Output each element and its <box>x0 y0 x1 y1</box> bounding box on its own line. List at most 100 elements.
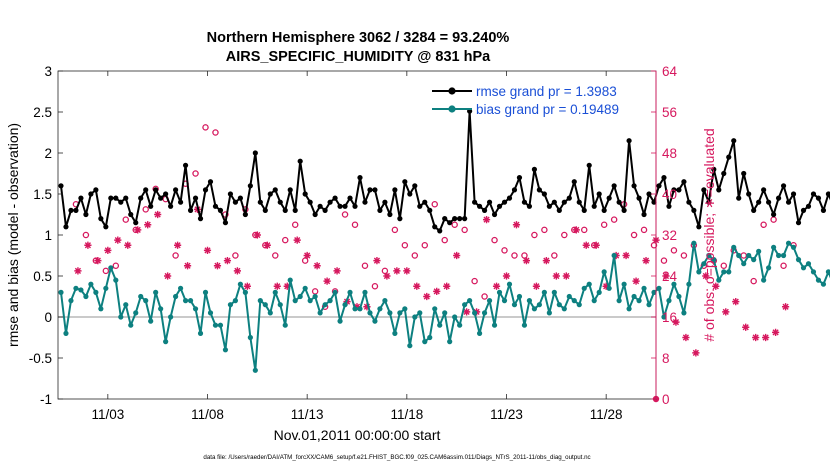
bias-point <box>257 298 263 304</box>
rmse-point <box>63 224 69 230</box>
bias-point <box>531 306 538 312</box>
rmse-point <box>736 195 742 201</box>
rmse-point <box>501 199 508 205</box>
bias-series <box>58 240 830 373</box>
obs-possible-point <box>232 252 239 259</box>
obs-possible-point <box>580 226 588 234</box>
bias-point <box>302 285 308 291</box>
bias-point <box>78 287 84 293</box>
bias-point <box>472 310 478 316</box>
rmse-point <box>636 195 642 201</box>
obs-possible-point <box>531 231 538 239</box>
bias-point <box>571 298 577 304</box>
bias-point <box>317 310 323 316</box>
obs-possible-point <box>491 236 498 244</box>
bias-point <box>417 310 423 316</box>
rmse-point <box>766 199 772 205</box>
obs-evaluated-point <box>223 257 232 265</box>
rmse-point <box>192 195 199 201</box>
rmse-point <box>761 187 767 193</box>
rmse-point <box>277 199 283 205</box>
obs-evaluated-point <box>164 272 172 280</box>
obs-evaluated-point <box>453 251 461 260</box>
bias-point <box>691 240 697 246</box>
rmse-point <box>173 187 179 193</box>
rmse-point <box>491 211 498 218</box>
rmse-point <box>546 203 552 209</box>
bias-point <box>701 261 707 267</box>
rmse-point <box>297 158 303 164</box>
rmse-point <box>262 207 268 213</box>
x-tick-label: 11/03 <box>91 407 124 422</box>
obs-evaluated-point <box>263 241 271 249</box>
obs-possible-point <box>780 262 787 269</box>
rmse-point <box>671 187 677 193</box>
obs-evaluated-point <box>233 267 241 275</box>
bias-point <box>696 269 702 275</box>
rmse-point <box>716 187 722 193</box>
bias-point <box>576 302 582 308</box>
rmse-point <box>686 199 692 205</box>
rmse-point <box>342 203 348 209</box>
rmse-point <box>731 138 737 144</box>
rmse-point <box>631 183 637 189</box>
rmse-point <box>163 191 169 197</box>
rmse-point <box>646 191 652 197</box>
bias-point <box>93 289 99 295</box>
obs-evaluated-point <box>682 333 690 342</box>
rmse-point <box>726 154 732 160</box>
obs-evaluated-point <box>124 241 132 249</box>
obs-possible-point <box>122 216 130 223</box>
rmse-point <box>113 195 119 201</box>
rmse-point <box>327 199 333 205</box>
bias-point <box>168 314 174 320</box>
bias-point <box>437 322 443 328</box>
rmse-point <box>212 203 219 209</box>
x-tick-label: 11/18 <box>390 407 423 422</box>
obs-evaluated-point <box>403 267 411 275</box>
chart-title: Northern Hemisphere 3062 / 3284 = 93.240… <box>207 30 510 46</box>
bias-point <box>232 298 239 304</box>
bias-point <box>746 252 752 259</box>
obs-evaluated-point <box>313 262 321 270</box>
chart-subtitle: AIRS_SPECIFIC_HUMIDITY @ 831 hPa <box>226 49 491 65</box>
y2-tick-label: 56 <box>662 105 677 120</box>
obs-possible-point <box>142 206 149 213</box>
obs-evaluated-point <box>333 267 341 275</box>
bias-point <box>626 306 632 312</box>
obs-evaluated-point <box>253 231 261 239</box>
rmse-point <box>676 187 682 193</box>
obs-evaluated-point <box>562 272 570 280</box>
bias-point <box>262 302 268 308</box>
bias-point <box>387 310 393 316</box>
rmse-point <box>257 199 263 205</box>
bias-point <box>780 252 787 259</box>
rmse-point <box>746 191 752 197</box>
obs-evaluated-point <box>752 333 760 342</box>
bias-point <box>227 302 234 308</box>
rmse-point <box>701 187 707 193</box>
obs-evaluated-point <box>84 241 92 249</box>
rmse-point <box>237 195 243 201</box>
bias-point <box>706 252 712 259</box>
bias-point <box>511 302 518 308</box>
x-tick-label: 11/23 <box>490 407 523 422</box>
bias-point <box>785 240 792 246</box>
rmse-point <box>462 216 468 222</box>
rmse-point <box>227 191 234 197</box>
y2-axis-label: # of obs: o=possible; ∗=evaluated <box>701 128 717 341</box>
bias-point <box>616 298 622 304</box>
obs-evaluated-point <box>423 292 431 301</box>
rmse-point <box>666 203 672 209</box>
obs-possible-point <box>511 252 518 259</box>
bias-point <box>666 298 672 304</box>
obs-evaluated-point <box>433 287 441 295</box>
rmse-point <box>197 216 204 222</box>
rmse-point <box>252 150 258 156</box>
bias-point <box>337 318 343 324</box>
rmse-point <box>153 187 159 193</box>
obs-evaluated-point <box>492 282 501 290</box>
obs-evaluated-point <box>781 303 790 311</box>
rmse-point <box>292 207 298 213</box>
bias-point <box>402 306 408 312</box>
